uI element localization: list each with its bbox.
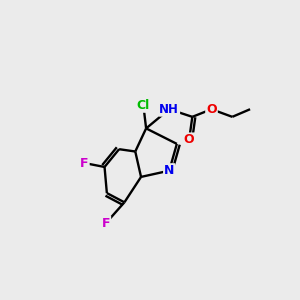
Text: Cl: Cl	[137, 99, 150, 112]
Text: O: O	[184, 134, 194, 146]
Text: F: F	[102, 217, 110, 230]
Text: N: N	[164, 164, 174, 177]
Text: F: F	[80, 157, 89, 169]
Text: NH: NH	[159, 103, 179, 116]
Text: O: O	[206, 103, 217, 116]
